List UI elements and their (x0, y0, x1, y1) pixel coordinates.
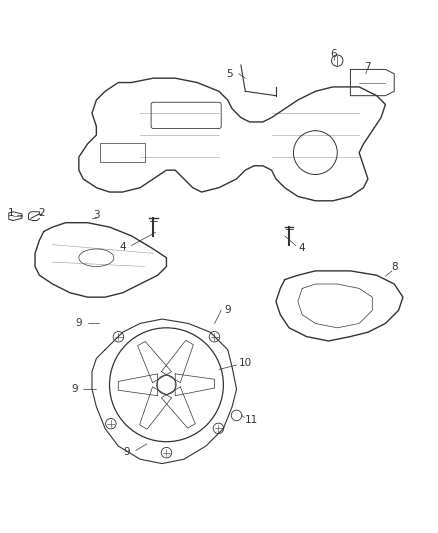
Text: 3: 3 (93, 210, 100, 220)
Text: 9: 9 (75, 318, 82, 328)
Text: 4: 4 (299, 243, 306, 253)
Text: 9: 9 (224, 305, 231, 316)
Text: 11: 11 (245, 415, 258, 425)
Text: 6: 6 (330, 49, 337, 59)
Text: 9: 9 (71, 384, 78, 394)
Text: 4: 4 (119, 242, 126, 252)
Text: 9: 9 (124, 447, 131, 457)
Text: 7: 7 (364, 62, 371, 72)
Text: 8: 8 (391, 262, 398, 272)
Text: 5: 5 (226, 69, 233, 79)
Text: 2: 2 (38, 208, 45, 217)
Text: 1: 1 (7, 208, 14, 218)
Text: 10: 10 (239, 358, 252, 368)
